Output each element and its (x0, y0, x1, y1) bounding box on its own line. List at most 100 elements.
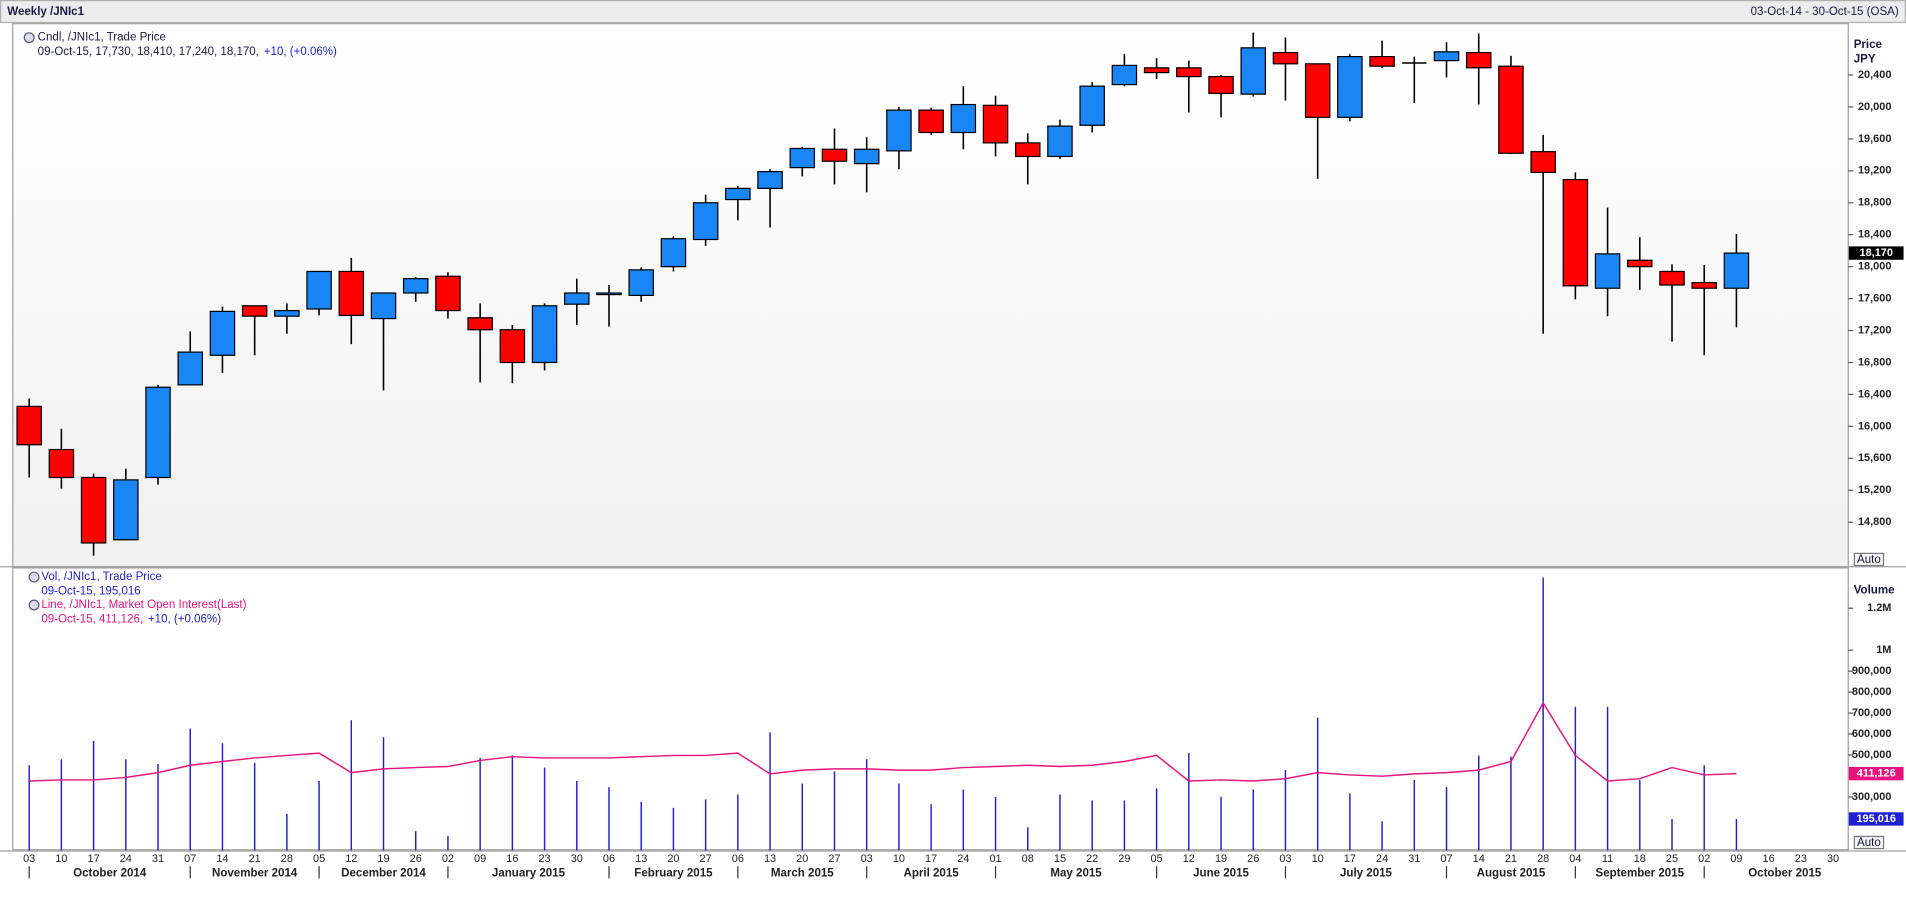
month-label: August 2015 (1477, 868, 1546, 880)
candle-body (1304, 63, 1331, 118)
candle-body (725, 187, 751, 201)
candle-body (1594, 253, 1621, 289)
y-tick-label: 14,800 (1858, 516, 1891, 528)
x-tick-label: 02 (1698, 853, 1710, 865)
candle-body (1627, 259, 1653, 268)
last-value-label: 18,170 (1860, 247, 1893, 259)
volume-legend-values: 09-Oct-15, 195,016 (41, 586, 140, 598)
y-tick-label: 900,000 (1852, 665, 1891, 677)
y-tick-label: 800,000 (1852, 686, 1891, 698)
x-tick-label: 07 (1440, 853, 1452, 865)
month-label: December 2014 (341, 868, 426, 880)
candle-body (628, 269, 654, 297)
y-tick-label: 15,200 (1858, 484, 1891, 496)
candle-body (1272, 52, 1299, 65)
y-tick-label: 15,600 (1858, 452, 1891, 464)
candle-body (1498, 65, 1524, 154)
x-tick-label: 07 (184, 853, 196, 865)
auto-button[interactable] (1853, 835, 1885, 850)
candle-body (402, 278, 429, 294)
x-tick-label: 28 (281, 853, 293, 865)
price-panel (12, 23, 1849, 568)
candle-body (1047, 125, 1073, 158)
month-label: October 2014 (73, 868, 147, 880)
candle-body (1240, 47, 1267, 95)
y-tick-label: 700,000 (1852, 707, 1891, 719)
candle-body (306, 270, 332, 310)
y-tick-label: 300,000 (1852, 791, 1891, 803)
y-tick-label: 19,200 (1858, 165, 1891, 177)
y-tick-label: 20,000 (1858, 101, 1891, 113)
x-tick-label: 26 (410, 853, 422, 865)
x-tick-label: 19 (377, 853, 389, 865)
y-tick-label: 16,400 (1858, 388, 1891, 400)
x-tick-label: 16 (506, 853, 518, 865)
y-tick-label: 17,200 (1858, 324, 1891, 336)
candle-body (113, 479, 139, 541)
x-tick-label: 03 (861, 853, 873, 865)
candle-body (950, 103, 977, 134)
x-tick-label: 19 (1215, 853, 1227, 865)
candle-body (80, 476, 107, 544)
x-tick-label: 09 (474, 853, 486, 865)
x-tick-label: 27 (828, 853, 840, 865)
x-tick-label: 25 (1666, 853, 1678, 865)
oi-legend-change: +10, (+0.06%) (148, 614, 221, 626)
x-tick-label: 30 (1827, 853, 1839, 865)
candle-body (145, 386, 171, 479)
candle-body (1208, 75, 1234, 94)
candle-body (1433, 51, 1460, 62)
candle-body (1111, 64, 1138, 86)
month-label: April 2015 (904, 868, 960, 880)
candle-body (1014, 142, 1041, 158)
x-tick-label: 02 (442, 853, 454, 865)
candle-body (821, 148, 848, 162)
chart-title: Weekly /JNIc1 (7, 6, 84, 18)
candle-body (1369, 56, 1395, 67)
candle-body (16, 405, 42, 446)
legend-change: +10, (+0.06%) (264, 46, 337, 58)
legend-icon[interactable] (28, 599, 40, 611)
last-value-box (1848, 766, 1904, 781)
y-tick-label: 16,000 (1858, 420, 1891, 432)
x-tick-label: 23 (538, 853, 550, 865)
y-axis-unit: JPY (1854, 54, 1876, 66)
candle-body (1337, 56, 1363, 118)
legend-values: 09-Oct-15, 17,730, 18,410, 17,240, 18,17… (38, 46, 259, 58)
y-tick-label: 500,000 (1852, 749, 1891, 761)
x-tick-label: 03 (23, 853, 35, 865)
y-tick-label: 16,800 (1858, 356, 1891, 368)
candle-body (789, 147, 816, 169)
month-label: September 2015 (1596, 868, 1685, 880)
candle-body (499, 329, 526, 364)
auto-button-label[interactable]: Auto (1857, 554, 1881, 566)
candle-body (241, 305, 268, 317)
x-tick-label: 06 (732, 853, 744, 865)
y-tick-label: 600,000 (1852, 728, 1891, 740)
month-label: November 2014 (212, 868, 298, 880)
candle-body (1691, 282, 1717, 289)
x-tick-label: 17 (925, 853, 937, 865)
oi-legend-values: 09-Oct-15, 411,126, (41, 614, 143, 626)
x-tick-label: 17 (1344, 853, 1356, 865)
x-tick-label: 13 (635, 853, 647, 865)
legend-icon[interactable] (28, 571, 40, 583)
candle-body (564, 292, 590, 305)
last-value-label: 195,016 (1856, 813, 1895, 825)
candle-body (370, 292, 397, 320)
x-tick-label: 22 (1086, 853, 1098, 865)
candle-body (177, 351, 203, 386)
x-tick-label: 20 (667, 853, 679, 865)
auto-button-label[interactable]: Auto (1857, 837, 1881, 849)
candle-body (757, 171, 783, 189)
x-tick-label: 18 (1634, 853, 1646, 865)
legend-icon[interactable] (23, 32, 35, 44)
volume-legend-name: Vol, /JNIc1, Trade Price (41, 571, 162, 583)
x-tick-label: 23 (1795, 853, 1807, 865)
y-tick-label: 17,600 (1858, 292, 1891, 304)
oi-legend-line: 09-Oct-15, 411,126, +10, (+0.06%) (41, 614, 221, 626)
x-tick-label: 29 (1118, 853, 1130, 865)
auto-button[interactable] (1853, 552, 1885, 567)
